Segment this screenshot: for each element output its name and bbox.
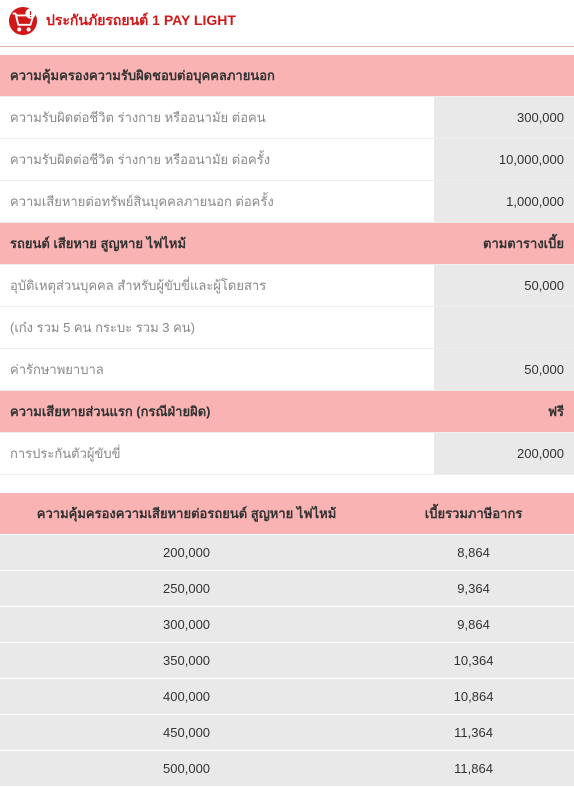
coverage-value: 1,000,000 (434, 181, 574, 223)
coverage-value: 50,000 (434, 349, 574, 391)
premium-row: 300,0009,864 (0, 607, 574, 643)
section-label: ความคุ้มครองความรับผิดชอบต่อบุคคลภายนอก (0, 55, 434, 97)
premium-price-cell: 11,364 (373, 715, 574, 751)
page-header: ! ประกันภัยรถยนต์ 1 PAY LIGHT (0, 0, 574, 47)
coverage-label: ความรับผิดต่อชีวิต ร่างกาย หรืออนามัย ต่… (0, 139, 434, 181)
premium-price-cell: 9,864 (373, 607, 574, 643)
coverage-value: 10,000,000 (434, 139, 574, 181)
coverage-row: การประกันตัวผู้ขับขี่200,000 (0, 433, 574, 475)
coverage-value: 300,000 (434, 97, 574, 139)
coverage-label: ความรับผิดต่อชีวิต ร่างกาย หรืออนามัย ต่… (0, 97, 434, 139)
coverage-label: ความเสียหายต่อทรัพย์สินบุคคลภายนอก ต่อคร… (0, 181, 434, 223)
premium-price-cell: 9,364 (373, 571, 574, 607)
coverage-value: 200,000 (434, 433, 574, 475)
coverage-value (434, 307, 574, 349)
coverage-row: ความเสียหายต่อทรัพย์สินบุคคลภายนอก ต่อคร… (0, 181, 574, 223)
premium-price-cell: 8,864 (373, 535, 574, 571)
premium-row: 250,0009,364 (0, 571, 574, 607)
page-title: ประกันภัยรถยนต์ 1 PAY LIGHT (46, 10, 236, 32)
coverage-row: ความรับผิดต่อชีวิต ร่างกาย หรืออนามัย ต่… (0, 97, 574, 139)
premium-coverage-cell: 300,000 (0, 607, 373, 643)
premium-coverage-cell: 450,000 (0, 715, 373, 751)
premium-row: 450,00011,364 (0, 715, 574, 751)
coverage-row: ความรับผิดต่อชีวิต ร่างกาย หรืออนามัย ต่… (0, 139, 574, 181)
coverage-label: (เก๋ง รวม 5 คน กระบะ รวม 3 คน) (0, 307, 434, 349)
coverage-value: 50,000 (434, 265, 574, 307)
coverage-table: ความคุ้มครองความรับผิดชอบต่อบุคคลภายนอกค… (0, 55, 574, 475)
premium-price-cell: 10,364 (373, 643, 574, 679)
coverage-section-header: ความคุ้มครองความรับผิดชอบต่อบุคคลภายนอก (0, 55, 574, 97)
cart-warning-icon: ! (8, 6, 38, 36)
premium-row: 500,00011,864 (0, 751, 574, 787)
premium-row: 350,00010,364 (0, 643, 574, 679)
premium-price-cell: 11,864 (373, 751, 574, 787)
spacer (0, 475, 574, 493)
coverage-label: การประกันตัวผู้ขับขี่ (0, 433, 434, 475)
coverage-label: ค่ารักษาพยาบาล (0, 349, 434, 391)
premium-col-coverage: ความคุ้มครองความเสียหายต่อรถยนต์ สูญหาย … (0, 493, 373, 535)
premium-col-price: เบี้ยรวมภาษีอากร (373, 493, 574, 535)
section-label: ความเสียหายส่วนแรก (กรณีฝ่ายผิด) (0, 391, 434, 433)
premium-coverage-cell: 200,000 (0, 535, 373, 571)
svg-text:!: ! (29, 9, 32, 19)
premium-coverage-cell: 400,000 (0, 679, 373, 715)
coverage-section-header: รถยนต์ เสียหาย สูญหาย ไฟไหม้ตามตารางเบี้… (0, 223, 574, 265)
coverage-label: อุบัติเหตุส่วนบุคคล สำหรับผู้ขับขี่และผู… (0, 265, 434, 307)
section-label: รถยนต์ เสียหาย สูญหาย ไฟไหม้ (0, 223, 434, 265)
section-value: ฟรี (434, 391, 574, 433)
coverage-section-header: ความเสียหายส่วนแรก (กรณีฝ่ายผิด)ฟรี (0, 391, 574, 433)
section-value (434, 55, 574, 97)
premium-row: 400,00010,864 (0, 679, 574, 715)
section-value: ตามตารางเบี้ย (434, 223, 574, 265)
coverage-row: อุบัติเหตุส่วนบุคคล สำหรับผู้ขับขี่และผู… (0, 265, 574, 307)
coverage-row: ค่ารักษาพยาบาล50,000 (0, 349, 574, 391)
coverage-row: (เก๋ง รวม 5 คน กระบะ รวม 3 คน) (0, 307, 574, 349)
premium-coverage-cell: 250,000 (0, 571, 373, 607)
premium-table: ความคุ้มครองความเสียหายต่อรถยนต์ สูญหาย … (0, 493, 574, 787)
premium-row: 200,0008,864 (0, 535, 574, 571)
premium-coverage-cell: 350,000 (0, 643, 373, 679)
premium-price-cell: 10,864 (373, 679, 574, 715)
premium-coverage-cell: 500,000 (0, 751, 373, 787)
